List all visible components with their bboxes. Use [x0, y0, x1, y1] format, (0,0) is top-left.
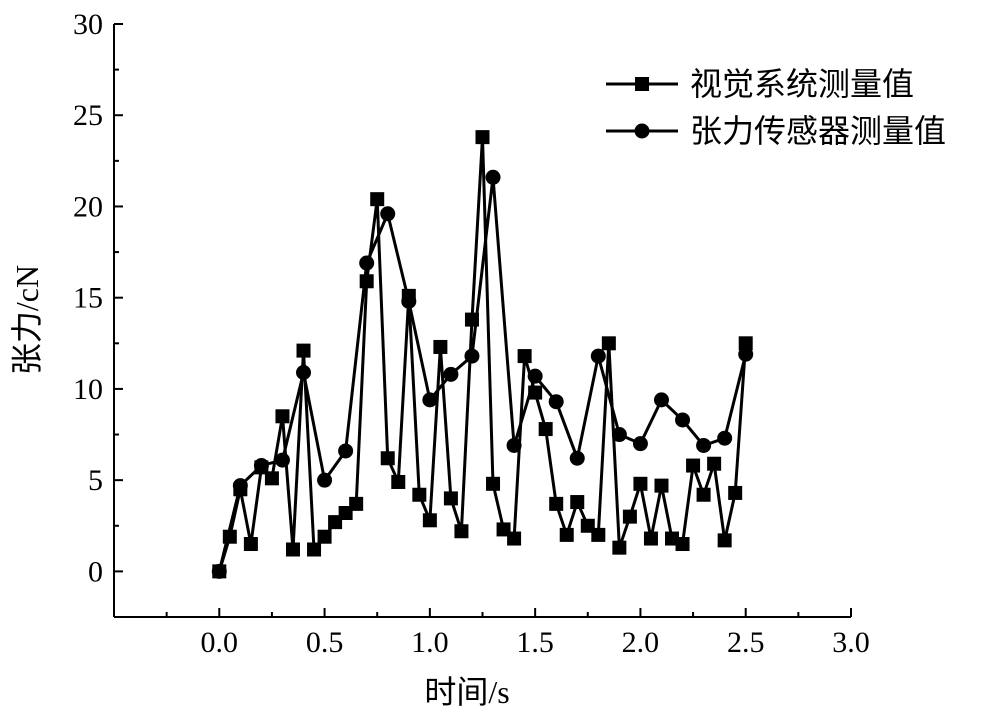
data-point-square [570, 495, 585, 510]
data-point-circle [401, 293, 417, 309]
x-axis-ticks: 0.0 0.5 1.0 1.5 2.0 2.5 3.0 [165, 608, 870, 659]
x-tick-label: 3.0 [832, 626, 870, 659]
data-point-square [349, 496, 364, 511]
x-tick-label: 0.0 [201, 626, 239, 659]
y-tick-label: 25 [73, 99, 103, 132]
series-line [217, 175, 748, 572]
data-point-circle [717, 430, 733, 446]
data-point-circle [232, 478, 248, 494]
data-point-square [338, 505, 353, 520]
data-point-circle [548, 394, 564, 410]
y-tick-label: 10 [73, 373, 103, 406]
data-point-circle [590, 348, 606, 364]
data-point-square [665, 531, 680, 546]
legend-label-vision: 视觉系统测量值 [690, 66, 914, 102]
y-tick-label: 0 [88, 555, 103, 588]
x-tick-label: 1.0 [411, 626, 449, 659]
data-point-square [654, 478, 669, 493]
y-axis-ticks: 0 5 10 15 20 25 30 [73, 8, 123, 588]
data-point-square [633, 476, 648, 491]
data-point-circle [696, 437, 712, 453]
data-point-square [643, 531, 658, 546]
data-point-square [538, 422, 553, 437]
data-point-square [738, 336, 753, 351]
data-point-circle [338, 443, 354, 459]
data-point-square [391, 474, 406, 489]
data-point-square [549, 496, 564, 511]
data-point-circle [380, 206, 396, 222]
data-point-square [591, 527, 606, 542]
data-point-square [275, 409, 290, 424]
data-point-square [264, 471, 279, 486]
data-point-square [580, 518, 595, 533]
data-point-circle [443, 366, 459, 382]
data-point-circle [359, 255, 375, 271]
y-tick-label: 30 [73, 8, 103, 41]
x-tick-label: 0.5 [306, 626, 344, 659]
data-point-circle [632, 436, 648, 452]
x-tick-label: 2.0 [622, 626, 660, 659]
legend-marker-circle [634, 123, 650, 139]
data-point-square [601, 336, 616, 351]
series-1 [211, 169, 754, 579]
data-point-square [317, 529, 332, 544]
data-point-square [728, 485, 743, 500]
data-point-square [296, 343, 311, 358]
data-point-circle [296, 365, 312, 381]
data-point-circle [527, 368, 543, 384]
y-tick-label: 5 [88, 464, 103, 497]
data-point-square [243, 537, 258, 552]
data-point-circle [317, 472, 333, 488]
x-tick-label: 1.5 [516, 626, 554, 659]
data-point-square [307, 542, 322, 557]
data-point-circle [569, 450, 585, 466]
data-point-square [380, 451, 395, 466]
data-point-square [475, 130, 490, 145]
data-point-square [454, 524, 469, 539]
data-point-circle [506, 437, 522, 453]
data-point-square [443, 491, 458, 506]
data-point-circle [422, 392, 438, 408]
data-point-circle [675, 412, 691, 428]
data-point-circle [211, 563, 227, 579]
series-0 [212, 130, 753, 579]
legend: 视觉系统测量值 张力传感器测量值 [606, 66, 946, 149]
data-point-square [686, 458, 701, 473]
data-point-square [433, 339, 448, 354]
data-point-square [612, 540, 627, 555]
data-point-square [412, 487, 427, 502]
data-point-square [707, 456, 722, 471]
x-tick-label: 2.5 [727, 626, 765, 659]
data-point-circle [253, 458, 269, 474]
data-point-square [496, 522, 511, 537]
x-axis-title: 时间/s [424, 674, 509, 710]
y-tick-label: 15 [73, 282, 103, 315]
series-layer [211, 130, 754, 579]
data-point-circle [464, 348, 480, 364]
y-tick-label: 20 [73, 190, 103, 223]
data-point-square [717, 533, 732, 548]
data-point-square [622, 509, 637, 524]
data-point-square [370, 192, 385, 207]
y-axis-title: 张力/cN [9, 265, 45, 375]
legend-marker-square [635, 77, 649, 91]
data-point-square [285, 542, 300, 557]
data-point-square [422, 513, 437, 528]
legend-label-sensor: 张力传感器测量值 [690, 113, 946, 149]
data-point-square [486, 476, 501, 491]
data-point-circle [611, 427, 627, 443]
data-point-square [328, 515, 343, 530]
data-point-circle [485, 169, 501, 185]
data-point-square [675, 537, 690, 552]
data-point-circle [653, 392, 669, 408]
data-point-circle [738, 346, 754, 362]
data-point-square [507, 531, 522, 546]
data-point-square [559, 527, 574, 542]
data-point-square [517, 349, 532, 364]
data-point-square [696, 487, 711, 502]
data-point-circle [274, 452, 290, 468]
